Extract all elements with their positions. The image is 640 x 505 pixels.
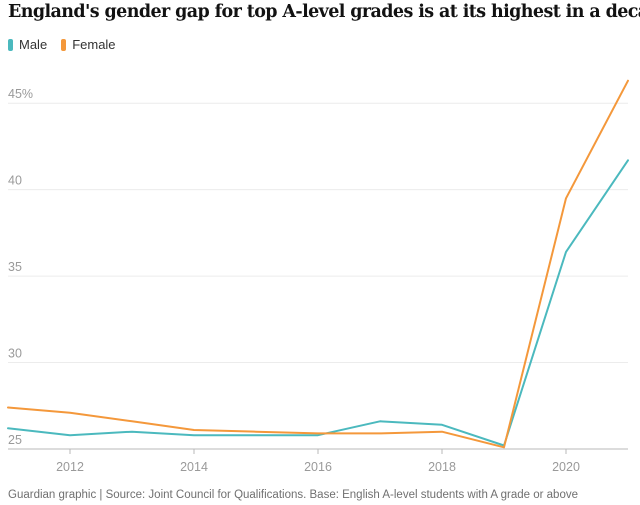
y-tick-label: 35 [8, 260, 22, 274]
x-tick-label: 2014 [180, 460, 208, 474]
x-tick-label: 2012 [56, 460, 84, 474]
legend: Male Female [8, 37, 116, 52]
x-tick-label: 2018 [428, 460, 456, 474]
y-tick-label: 30 [8, 347, 22, 361]
series-line-male [7, 159, 629, 447]
y-tick-label: 40 [8, 174, 22, 188]
legend-item-male: Male [8, 37, 47, 52]
legend-label-male: Male [19, 37, 48, 52]
y-tick-label: 45% [8, 87, 33, 101]
legend-swatch-male [8, 38, 13, 51]
y-tick-label: 25 [8, 433, 22, 447]
chart-title: England's gender gap for top A-level gra… [8, 2, 640, 22]
footer-source: Guardian graphic | Source: Joint Council… [8, 489, 578, 501]
legend-label-female: Female [72, 37, 116, 52]
x-tick-label: 2020 [552, 460, 580, 474]
legend-item-female: Female [61, 37, 116, 52]
legend-swatch-female [61, 38, 67, 51]
series-line-female [7, 79, 629, 449]
x-tick-label: 2016 [304, 460, 332, 474]
